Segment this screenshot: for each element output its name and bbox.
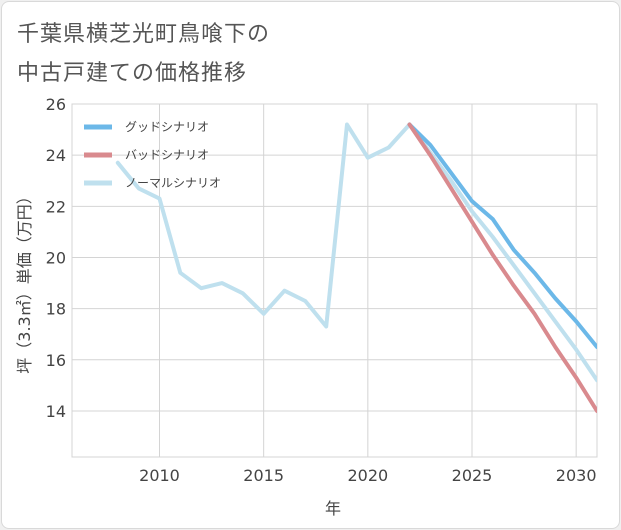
- chart-title-line2: 中古戸建ての価格推移: [17, 61, 248, 86]
- legend-label: バッドシナリオ: [125, 148, 209, 162]
- y-tick-label: 14: [46, 402, 66, 421]
- x-axis-label: 年: [325, 499, 341, 518]
- y-tick-label: 16: [46, 351, 66, 370]
- y-axis-label: 坪（3.3㎡）単価（万円）: [15, 188, 34, 373]
- x-tick-label: 2010: [139, 466, 180, 485]
- y-tick-label: 20: [46, 248, 66, 267]
- y-tick-label: 24: [46, 146, 66, 165]
- x-tick-label: 2020: [347, 466, 388, 485]
- y-tick-label: 22: [46, 197, 66, 216]
- legend-label: グッドシナリオ: [125, 120, 209, 134]
- y-tick-label: 26: [46, 95, 66, 114]
- y-tick-label: 18: [46, 300, 66, 319]
- chart-title-line1: 千葉県横芝光町鳥喰下の: [17, 22, 271, 47]
- legend-label: ノーマルシナリオ: [125, 176, 221, 190]
- tick-labels: 14 16 18 20 22 24 26 2010 2015 2020 2025 2030: [46, 95, 597, 485]
- x-tick-label: 2030: [556, 466, 597, 485]
- series-line-2: [115, 122, 597, 383]
- series-lines: [115, 122, 597, 413]
- x-tick-label: 2015: [243, 466, 284, 485]
- x-tick-label: 2025: [452, 466, 493, 485]
- series-line-1: [407, 122, 597, 413]
- grid: [71, 103, 598, 458]
- series-line-0: [407, 122, 597, 349]
